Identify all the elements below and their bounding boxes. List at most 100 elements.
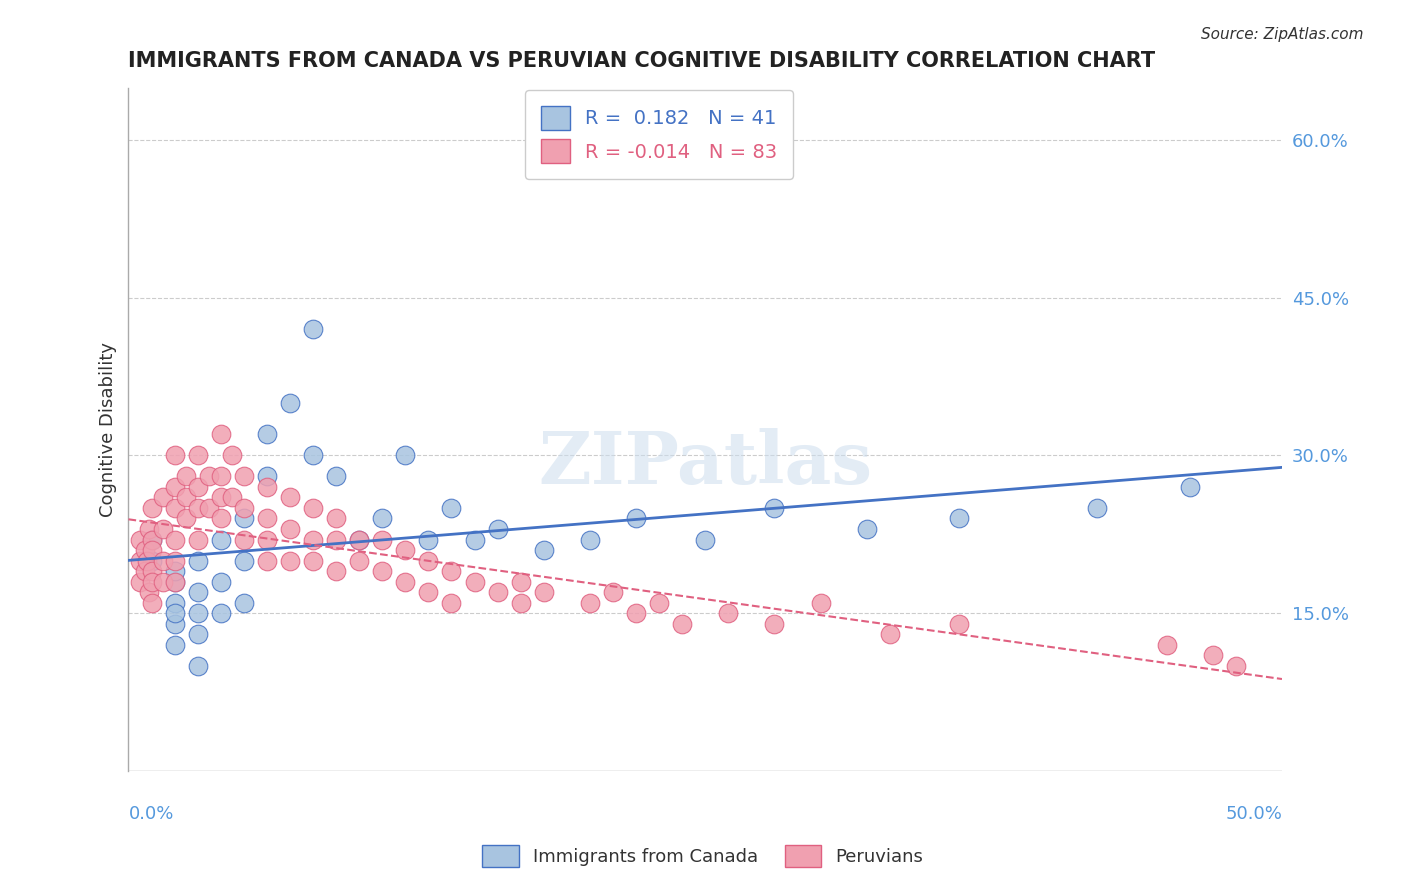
Point	[256, 511, 278, 525]
Point	[134, 543, 156, 558]
Point	[347, 533, 370, 547]
Point	[371, 511, 394, 525]
Point	[256, 480, 278, 494]
Point	[394, 449, 416, 463]
Point	[232, 533, 254, 547]
Text: Source: ZipAtlas.com: Source: ZipAtlas.com	[1201, 27, 1364, 42]
Point	[129, 553, 152, 567]
Point	[763, 500, 786, 515]
Point	[163, 500, 186, 515]
Point	[440, 596, 463, 610]
Point	[717, 606, 740, 620]
Point	[232, 511, 254, 525]
Point	[1087, 500, 1109, 515]
Point	[256, 427, 278, 442]
Point	[671, 616, 693, 631]
Point	[209, 606, 232, 620]
Point	[187, 606, 209, 620]
Point	[174, 469, 197, 483]
Point	[440, 564, 463, 578]
Point	[278, 491, 301, 505]
Point	[948, 511, 970, 525]
Point	[209, 469, 232, 483]
Point	[232, 596, 254, 610]
Point	[418, 585, 440, 599]
Point	[371, 533, 394, 547]
Point	[763, 616, 786, 631]
Point	[163, 574, 186, 589]
Point	[152, 522, 174, 536]
Point	[325, 533, 347, 547]
Point	[187, 658, 209, 673]
Point	[163, 449, 186, 463]
Point	[302, 500, 325, 515]
Point	[141, 553, 163, 567]
Point	[418, 553, 440, 567]
Point	[533, 543, 555, 558]
Point	[232, 553, 254, 567]
Point	[198, 500, 221, 515]
Text: 50.0%: 50.0%	[1225, 805, 1282, 823]
Point	[152, 491, 174, 505]
Point	[810, 596, 832, 610]
Point	[141, 564, 163, 578]
Point	[136, 553, 159, 567]
Point	[278, 553, 301, 567]
Legend: R =  0.182   N = 41, R = -0.014   N = 83: R = 0.182 N = 41, R = -0.014 N = 83	[524, 90, 793, 178]
Point	[347, 533, 370, 547]
Point	[141, 574, 163, 589]
Point	[163, 533, 186, 547]
Point	[163, 574, 186, 589]
Point	[141, 543, 163, 558]
Point	[602, 585, 624, 599]
Point	[174, 491, 197, 505]
Legend: Immigrants from Canada, Peruvians: Immigrants from Canada, Peruvians	[475, 838, 931, 874]
Point	[325, 511, 347, 525]
Point	[221, 491, 243, 505]
Point	[278, 396, 301, 410]
Point	[152, 574, 174, 589]
Point	[221, 449, 243, 463]
Text: 0.0%: 0.0%	[128, 805, 174, 823]
Point	[174, 511, 197, 525]
Point	[138, 585, 160, 599]
Point	[134, 564, 156, 578]
Point	[855, 522, 877, 536]
Point	[302, 449, 325, 463]
Text: IMMIGRANTS FROM CANADA VS PERUVIAN COGNITIVE DISABILITY CORRELATION CHART: IMMIGRANTS FROM CANADA VS PERUVIAN COGNI…	[128, 51, 1156, 70]
Point	[163, 616, 186, 631]
Point	[152, 553, 174, 567]
Point	[187, 533, 209, 547]
Point	[486, 585, 509, 599]
Point	[579, 596, 602, 610]
Point	[509, 574, 531, 589]
Point	[325, 564, 347, 578]
Point	[347, 553, 370, 567]
Point	[394, 574, 416, 589]
Point	[1225, 658, 1247, 673]
Point	[695, 533, 717, 547]
Point	[209, 574, 232, 589]
Point	[232, 469, 254, 483]
Point	[163, 553, 186, 567]
Point	[187, 553, 209, 567]
Point	[163, 638, 186, 652]
Point	[209, 511, 232, 525]
Point	[187, 627, 209, 641]
Point	[440, 500, 463, 515]
Point	[1156, 638, 1178, 652]
Point	[209, 491, 232, 505]
Point	[198, 469, 221, 483]
Point	[533, 585, 555, 599]
Point	[187, 449, 209, 463]
Point	[209, 427, 232, 442]
Point	[163, 596, 186, 610]
Point	[209, 533, 232, 547]
Point	[141, 596, 163, 610]
Point	[138, 522, 160, 536]
Point	[163, 480, 186, 494]
Point	[163, 564, 186, 578]
Point	[256, 469, 278, 483]
Point	[141, 533, 163, 547]
Point	[129, 533, 152, 547]
